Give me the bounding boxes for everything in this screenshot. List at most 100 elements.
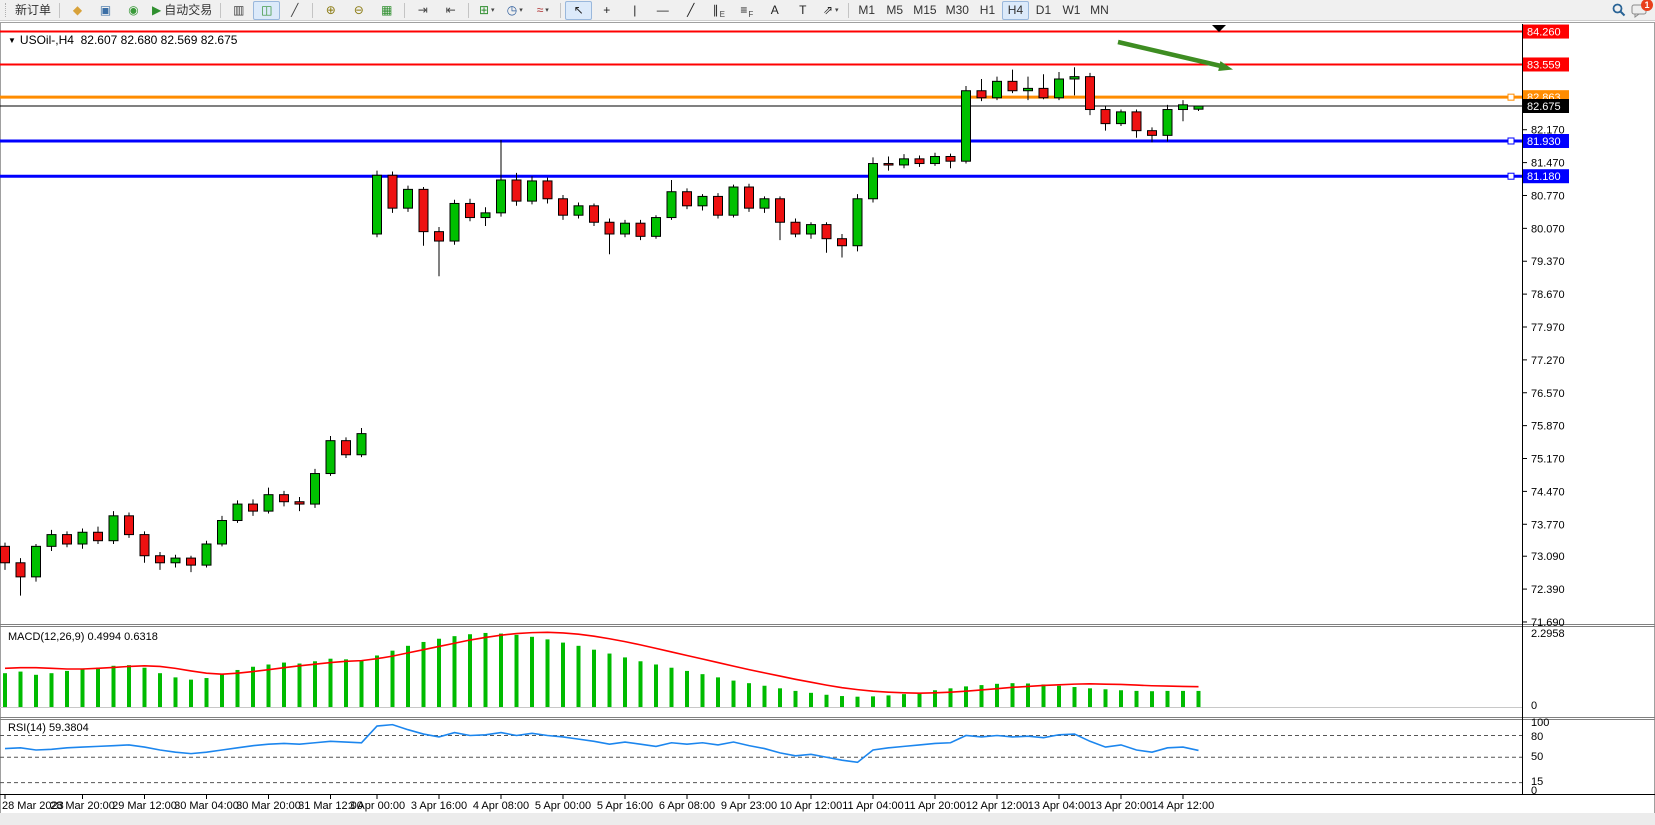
chart-shift-marker-icon[interactable] (1212, 25, 1226, 32)
timeframe-button-mn[interactable]: MN (1090, 3, 1109, 17)
new-chart-button[interactable]: ⊞ ▾ (473, 1, 500, 20)
line-handle[interactable] (1507, 137, 1515, 145)
zoom-out-button[interactable]: ⊖ (345, 1, 372, 20)
crosshair-button[interactable]: + (593, 1, 620, 20)
notifications-button[interactable]: 1 (1631, 0, 1653, 18)
icon-subscript: E (719, 9, 725, 19)
line-chart-button[interactable]: ╱ (281, 1, 308, 20)
timeframe-button-m15[interactable]: M15 (913, 3, 937, 17)
time-tick-label: 5 Apr 00:00 (535, 800, 591, 812)
timeframe-button-m5[interactable]: M5 (886, 3, 904, 17)
line-handle[interactable] (1507, 172, 1515, 180)
new-order-button-label: 新订单 (15, 3, 52, 17)
cursor-icon: ↖ (573, 3, 584, 17)
trendline-button[interactable]: ╱ (677, 1, 704, 20)
timeframe-button-m1[interactable]: M1 (858, 3, 876, 17)
time-tick-label: 10 Apr 12:00 (780, 800, 842, 812)
candlestick-chart-icon: ◫ (261, 3, 273, 17)
zoom-in-button[interactable]: ⊕ (317, 1, 344, 20)
toolbar: 新订单 ◆ ▣ ◉ ▶ 自动交易 ▥ ◫ ╱ ⊕ ⊖ ▦ ⇥ ⇤ ⊞ ▾ ◷ ▾ ≈ ▾ ↖ + | — ╱ ∥ E ≡ F A T ⇗ ▾ M1… (0, 0, 1655, 21)
bar-chart-icon: ▥ (233, 3, 245, 17)
chart-shift-button[interactable]: ⇤ (437, 1, 464, 20)
market-watch-icon-icon: ▣ (99, 3, 112, 17)
time-tick-label: 31 Mar 12:00 (298, 800, 363, 812)
price-axis[interactable]: 82.170 81.470 80.770 80.070 79.370 78.670 77.9… (1522, 24, 1569, 797)
zoom-in-icon: ⊕ (325, 3, 336, 17)
candlestick-series (0, 67, 1204, 596)
timeframe-button-m30[interactable]: M30 (945, 3, 969, 17)
text-label-button[interactable]: T (789, 1, 816, 20)
timeframe-button-h4[interactable]: H4 (1001, 0, 1029, 20)
indicators-icon: ≈ (536, 3, 544, 17)
trend-arrow-annotation[interactable] (1117, 39, 1233, 71)
icon-subscript: F (748, 9, 754, 19)
macd-scale-max: 2.2958 (1531, 628, 1565, 640)
history-center-icon-icon: ◆ (72, 3, 83, 17)
time-tick-label: 28 Mar 2023 (2, 800, 64, 812)
history-center-icon-button[interactable]: ◆ (64, 1, 91, 20)
time-tick-label: 13 Apr 04:00 (1028, 800, 1090, 812)
price-tick-label: 78.670 (1531, 289, 1565, 301)
time-tick-label: 6 Apr 08:00 (659, 800, 715, 812)
cursor-button[interactable]: ↖ (565, 0, 593, 20)
horizontal-level-lines[interactable] (0, 30, 1522, 180)
crosshair-icon: + (603, 3, 611, 17)
autotrading-icon: ▶ (152, 3, 162, 17)
time-tick-label: 11 Apr 20:00 (904, 800, 966, 812)
price-tick-label: 80.070 (1531, 223, 1565, 235)
search-button[interactable] (1611, 2, 1627, 18)
bar-chart-button[interactable]: ▥ (225, 1, 252, 20)
timeframe-button-d1[interactable]: D1 (1035, 3, 1052, 17)
timeframe-button-w1[interactable]: W1 (1062, 3, 1081, 17)
shapes-button[interactable]: ⇗ ▾ (817, 1, 844, 20)
price-badge-label: 83.559 (1527, 59, 1561, 71)
notification-badge: 1 (1641, 0, 1653, 11)
fibonacci-button[interactable]: ≡ F (733, 1, 760, 20)
price-badge-label: 84.260 (1527, 27, 1561, 39)
vertical-line-button[interactable]: | (621, 1, 648, 20)
zoom-out-icon: ⊖ (353, 3, 364, 17)
periods-button[interactable]: ◷ ▾ (501, 1, 528, 20)
indicators-button[interactable]: ≈ ▾ (529, 1, 556, 20)
horizontal-line-button[interactable]: — (649, 1, 676, 20)
line-chart-icon: ╱ (291, 3, 299, 17)
candlestick-chart-button[interactable]: ◫ (253, 0, 281, 20)
auto-scroll-icon: ⇥ (417, 3, 428, 17)
time-tick-label: 30 Mar 20:00 (236, 800, 301, 812)
price-badge (1523, 57, 1569, 72)
dropdown-caret-icon: ▾ (519, 6, 523, 14)
toolbar-separator (404, 2, 406, 18)
price-tick-label: 79.370 (1531, 256, 1565, 268)
trendline-icon: ╱ (687, 3, 695, 17)
chart-shift-icon: ⇤ (445, 3, 456, 17)
rsi-indicator-label: RSI(14) 59.3804 (8, 722, 89, 734)
toolbar-separator (560, 2, 562, 18)
autotrading-button-label: 自动交易 (164, 3, 213, 17)
channel-icon: ∥ (712, 3, 719, 17)
price-tick-label: 75.170 (1531, 454, 1565, 466)
chevron-down-icon[interactable]: ▼ (8, 36, 16, 45)
price-tick-label: 80.770 (1531, 190, 1565, 202)
signals-icon-button[interactable]: ◉ (120, 1, 147, 20)
time-tick-label: 14 Apr 12:00 (1152, 800, 1214, 812)
price-badge (1523, 24, 1569, 39)
timeframe-button-h1[interactable]: H1 (979, 3, 996, 17)
price-tick-label: 72.390 (1531, 584, 1565, 596)
price-tick-label: 71.690 (1531, 617, 1565, 629)
channel-button[interactable]: ∥ E (705, 1, 732, 20)
price-tick-label: 82.170 (1531, 125, 1565, 137)
new-order-button[interactable]: 新订单 (11, 1, 55, 20)
rsi-scale-label: 15 (1531, 776, 1543, 788)
text-icon: A (770, 3, 779, 17)
chart-title: ▼ USOil-,H4 82.607 82.680 82.569 82.675 (8, 33, 237, 47)
autotrading-button[interactable]: ▶ 自动交易 (148, 1, 216, 20)
dropdown-caret-icon: ▾ (545, 6, 549, 14)
auto-scroll-button[interactable]: ⇥ (409, 1, 436, 20)
market-watch-icon-button[interactable]: ▣ (92, 1, 119, 20)
tile-windows-button[interactable]: ▦ (373, 1, 400, 20)
text-button[interactable]: A (761, 1, 788, 20)
line-handle[interactable] (1507, 93, 1515, 101)
price-tick-label: 74.470 (1531, 486, 1565, 498)
